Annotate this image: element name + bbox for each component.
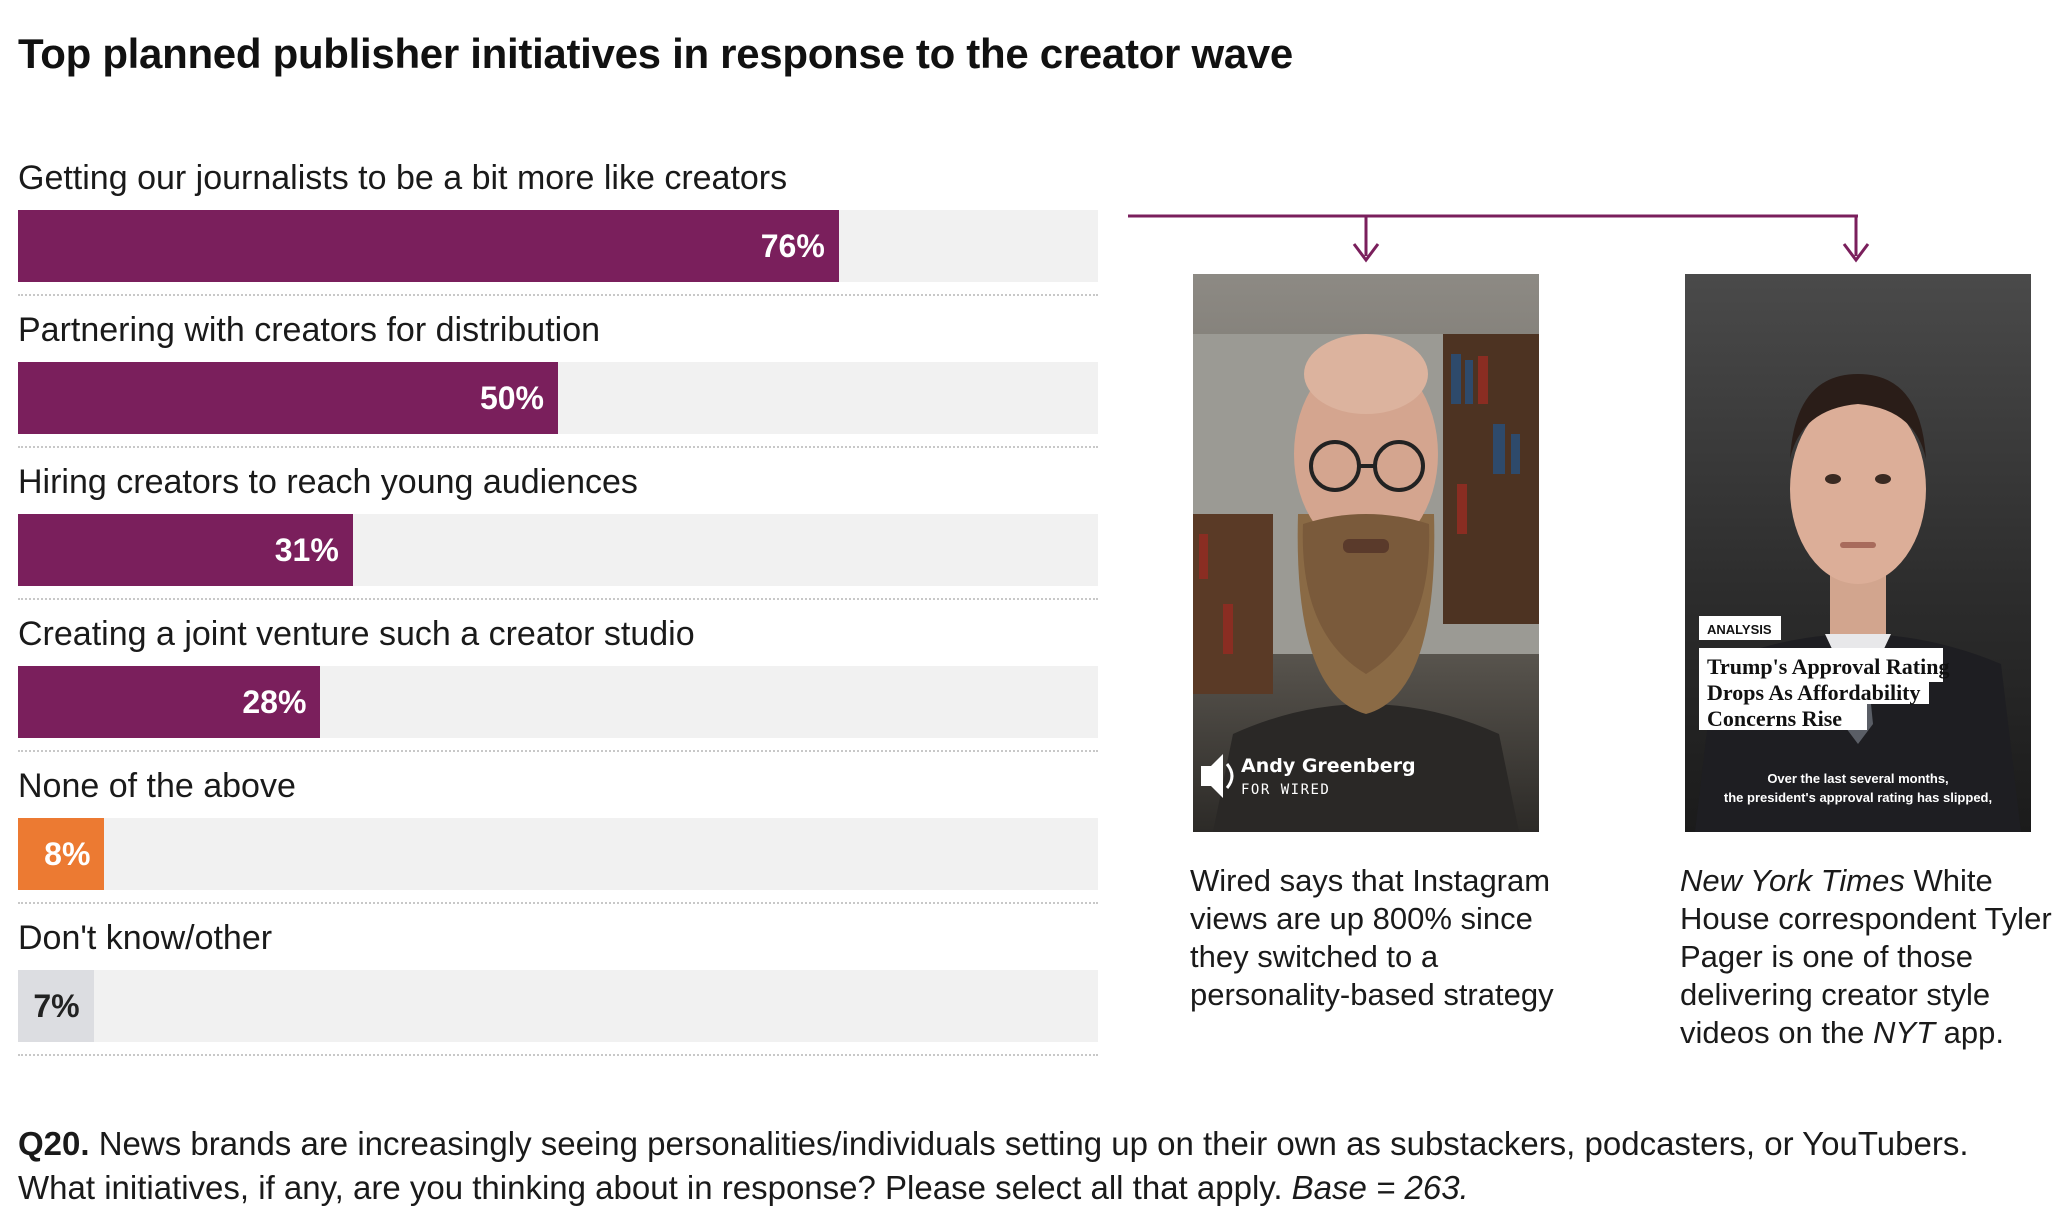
nyt-caption-text-2: app. — [1935, 1015, 2004, 1050]
bar: 50% — [18, 362, 558, 434]
bar-chart: Getting our journalists to be a bit more… — [18, 150, 1098, 1056]
bar-row: Don't know/other 7% — [18, 910, 1098, 1062]
bar-row: Hiring creators to reach young audiences… — [18, 454, 1098, 606]
bar-track: 28% — [18, 666, 1098, 738]
nyt-subtitle-line-2: the president's approval rating has slip… — [1724, 790, 1992, 805]
analysis-badge: ANALYSIS — [1707, 622, 1772, 637]
nyt-headline-line-2: Drops As Affordability — [1707, 680, 1921, 705]
bar: 31% — [18, 514, 353, 586]
video-overlay-sub: FOR WIRED — [1241, 782, 1330, 798]
connector-arrows — [1128, 214, 1870, 263]
category-label: None of the above — [18, 767, 296, 805]
wired-caption: Wired says that Instagram views are up 8… — [1190, 862, 1590, 1014]
chart-title: Top planned publisher initiatives in res… — [18, 30, 1293, 77]
wired-video-thumbnail: Andy Greenberg FOR WIRED — [1193, 274, 1539, 832]
bar-track: 31% — [18, 514, 1098, 586]
nyt-caption-italic-1: New York Times — [1680, 863, 1905, 898]
wired-caption-text: Wired says that Instagram views are up 8… — [1190, 863, 1554, 1012]
data-label: 7% — [33, 988, 80, 1024]
data-label: 50% — [479, 380, 544, 416]
question-text: News brands are increasingly seeing pers… — [18, 1125, 1969, 1206]
arrowhead-icon — [1352, 243, 1380, 263]
row-divider — [18, 750, 1098, 752]
row-divider — [18, 446, 1098, 448]
nyt-video-thumbnail: ANALYSIS Trump's Approval Rating Drops A… — [1685, 274, 2031, 832]
row-divider — [18, 902, 1098, 904]
bar: 8% — [18, 818, 105, 890]
nyt-subtitle-line-1: Over the last several months, — [1767, 771, 1948, 786]
base-size: Base = 263. — [1291, 1169, 1469, 1206]
nyt-caption-text-1: White House correspondent Tyler Pager is… — [1680, 863, 2052, 1050]
nyt-caption-italic-2: NYT — [1873, 1015, 1936, 1050]
bar-track: 8% — [18, 818, 1098, 890]
row-divider — [18, 1054, 1098, 1056]
footnote: Q20. News brands are increasingly seeing… — [18, 1122, 2018, 1210]
speaker-icon — [1201, 754, 1223, 798]
bar: 28% — [18, 666, 321, 738]
nyt-headline-line-3: Concerns Rise — [1707, 706, 1842, 731]
question-number: Q20. — [18, 1125, 90, 1162]
data-label: 28% — [242, 684, 307, 720]
category-label: Don't know/other — [18, 919, 273, 957]
arrowhead-icon — [1842, 243, 1870, 263]
bar: 7% — [18, 970, 94, 1042]
bar-track: 76% — [18, 210, 1098, 282]
category-label: Getting our journalists to be a bit more… — [18, 159, 788, 197]
category-label: Hiring creators to reach young audiences — [18, 463, 638, 501]
person-photo-illustration: ANALYSIS Trump's Approval Rating Drops A… — [1695, 374, 2021, 832]
row-divider — [18, 294, 1098, 296]
data-label: 31% — [274, 532, 339, 568]
row-divider — [18, 598, 1098, 600]
bar-row: Partnering with creators for distributio… — [18, 302, 1098, 454]
bar-track: 7% — [18, 970, 1098, 1042]
bar-row: Getting our journalists to be a bit more… — [18, 150, 1098, 302]
bar-track: 50% — [18, 362, 1098, 434]
category-label: Partnering with creators for distributio… — [18, 311, 601, 349]
data-label: 76% — [760, 228, 825, 264]
bar-row: Creating a joint venture such a creator … — [18, 606, 1098, 758]
person-photo-illustration: Andy Greenberg FOR WIRED — [1193, 334, 1539, 832]
video-overlay-name: Andy Greenberg — [1241, 755, 1416, 777]
nyt-caption: New York Times White House correspondent… — [1680, 862, 2060, 1052]
data-label: 8% — [44, 836, 91, 872]
category-label: Creating a joint venture such a creator … — [18, 615, 695, 653]
bar-row: None of the above 8% — [18, 758, 1098, 910]
bar: 76% — [18, 210, 839, 282]
nyt-headline-line-1: Trump's Approval Rating — [1707, 654, 1949, 679]
